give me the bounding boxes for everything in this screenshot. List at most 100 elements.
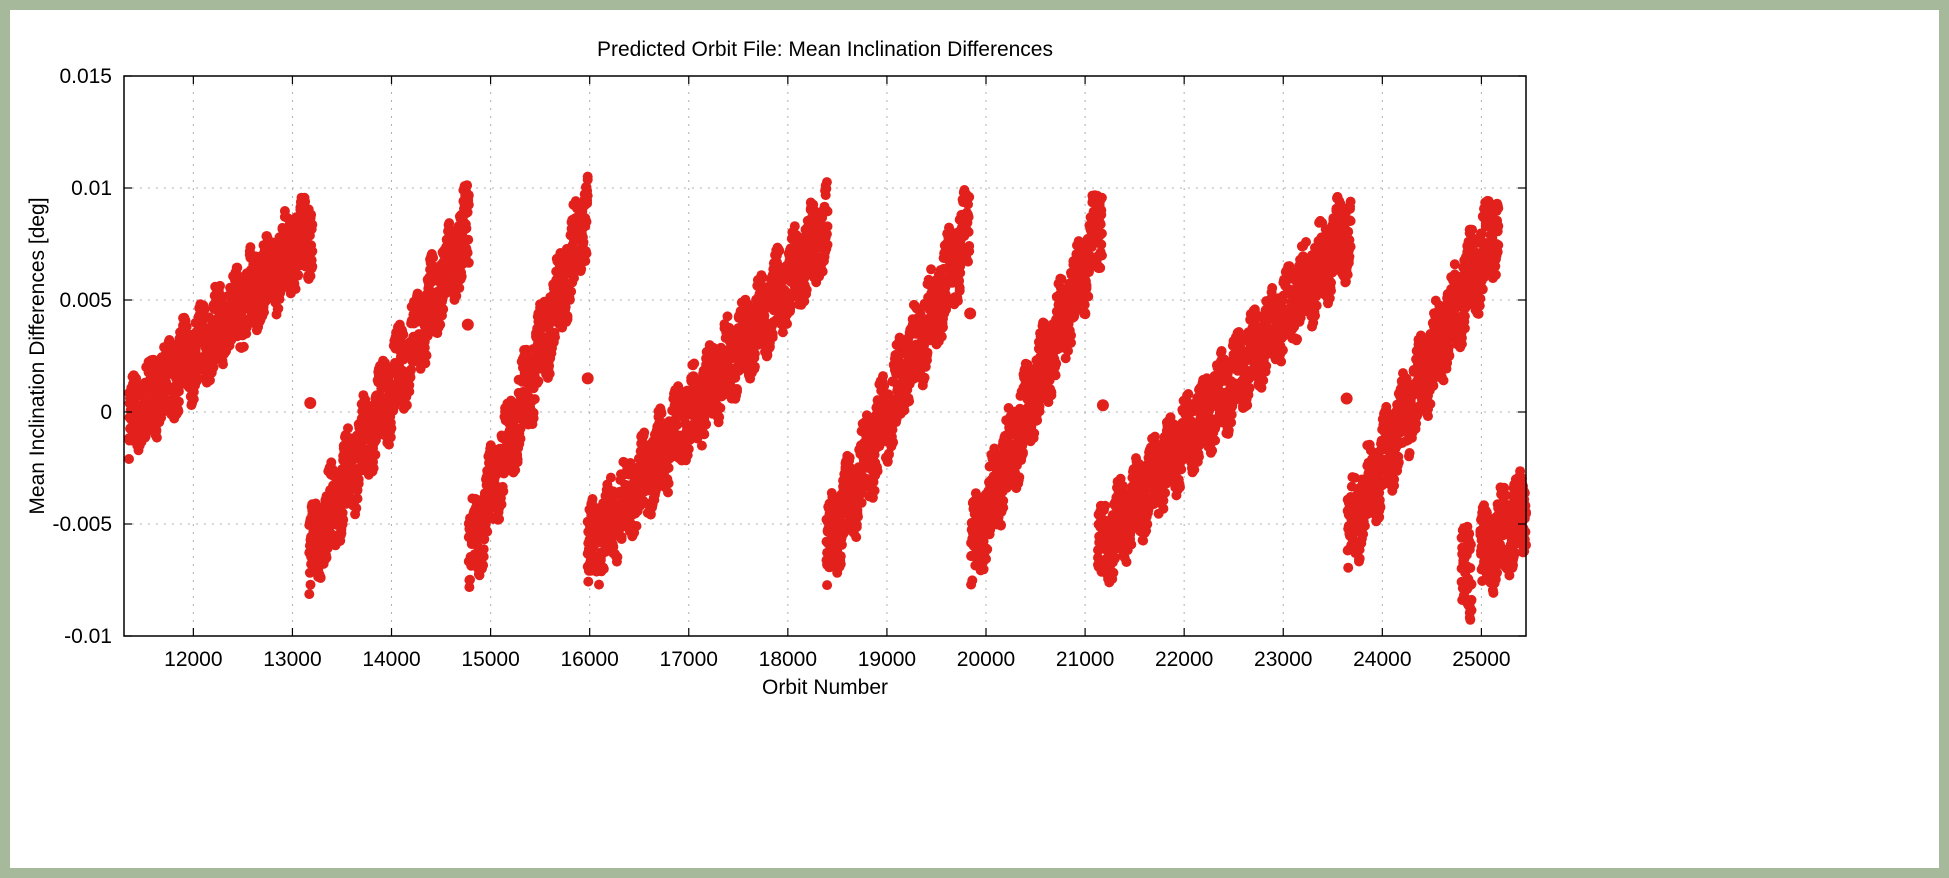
data-point — [124, 454, 134, 464]
data-point — [732, 384, 742, 394]
data-point — [566, 286, 577, 297]
data-point — [181, 321, 192, 332]
data-point — [978, 564, 989, 575]
data-point — [351, 503, 362, 514]
data-point — [821, 177, 832, 188]
data-point — [872, 466, 883, 476]
data-point — [782, 318, 792, 329]
data-point — [605, 472, 616, 483]
data-point — [421, 350, 432, 361]
data-point — [463, 199, 474, 210]
data-point — [1096, 228, 1107, 239]
data-point — [1096, 250, 1107, 261]
data-point — [663, 478, 674, 489]
data-point — [998, 502, 1009, 513]
scatter-chart: 12000 13000 14000 15000 16000 17000 18000 19000… — [26, 38, 1531, 699]
data-point — [368, 463, 379, 474]
data-point — [714, 412, 725, 423]
data-point — [671, 420, 682, 431]
data-point — [1032, 415, 1043, 426]
data-point — [1096, 205, 1107, 216]
data-point — [1081, 283, 1092, 293]
data-point — [981, 553, 991, 564]
data-point — [478, 551, 489, 562]
data-point — [1095, 219, 1106, 230]
chart-frame: 12000 13000 14000 15000 16000 17000 18000 19000… — [10, 10, 1939, 868]
data-point — [749, 361, 760, 372]
data-point — [767, 328, 778, 339]
data-point — [386, 423, 397, 434]
data-point — [562, 314, 573, 325]
data-point — [869, 485, 880, 496]
data-point — [663, 487, 673, 498]
data-point — [1100, 500, 1111, 511]
data-point — [293, 270, 303, 281]
data-point — [1080, 308, 1091, 319]
data-point — [218, 359, 228, 370]
data-point — [844, 452, 855, 463]
data-point — [478, 560, 489, 571]
data-point — [406, 364, 417, 375]
data-point — [370, 449, 381, 460]
data-point — [856, 497, 867, 508]
data-point — [307, 219, 318, 230]
data-point — [1017, 447, 1028, 458]
data-point — [1051, 358, 1062, 369]
data-point — [245, 242, 256, 253]
data-point — [352, 493, 363, 504]
data-point — [699, 429, 710, 440]
data-point — [853, 511, 863, 522]
data-point — [598, 563, 609, 574]
data-point — [1083, 291, 1094, 302]
data-point — [639, 427, 650, 438]
data-point — [529, 394, 540, 405]
data-point — [148, 354, 159, 365]
data-point — [663, 462, 674, 473]
data-point — [963, 227, 974, 237]
data-point — [300, 196, 311, 207]
data-point — [428, 252, 439, 263]
data-point — [836, 539, 847, 550]
data-point — [817, 266, 828, 277]
data-point — [482, 526, 493, 537]
data-point — [438, 304, 449, 315]
data-point — [456, 271, 467, 282]
data-point — [922, 347, 933, 358]
data-point — [204, 375, 215, 386]
data-point — [199, 304, 210, 315]
data-point — [451, 290, 462, 301]
data-point — [822, 221, 833, 232]
data-point — [1046, 390, 1057, 401]
data-point — [343, 423, 353, 434]
data-point — [528, 413, 539, 424]
data-point — [774, 245, 785, 256]
data-point — [919, 372, 930, 383]
data-point — [822, 239, 833, 250]
data-point — [1066, 337, 1076, 348]
data-point — [851, 522, 862, 532]
data-point — [964, 241, 975, 251]
data-point — [494, 514, 505, 524]
data-point — [307, 246, 318, 257]
data-point — [338, 514, 349, 525]
data-point — [496, 499, 507, 510]
data-point — [581, 216, 592, 227]
data-point — [851, 532, 862, 543]
data-point — [616, 531, 627, 542]
data-point — [631, 521, 642, 531]
data-point — [656, 408, 667, 419]
data-point — [463, 190, 474, 201]
data-point — [938, 322, 948, 333]
data-point — [952, 295, 963, 306]
data-point — [307, 261, 318, 272]
data-point — [582, 190, 593, 201]
data-point — [304, 589, 315, 600]
data-point — [963, 212, 974, 222]
data-point — [353, 474, 364, 485]
data-point — [322, 543, 333, 554]
data-point — [544, 368, 555, 379]
data-point — [385, 432, 396, 443]
data-point — [173, 396, 184, 407]
data-point — [463, 257, 474, 268]
data-point — [1096, 192, 1107, 203]
